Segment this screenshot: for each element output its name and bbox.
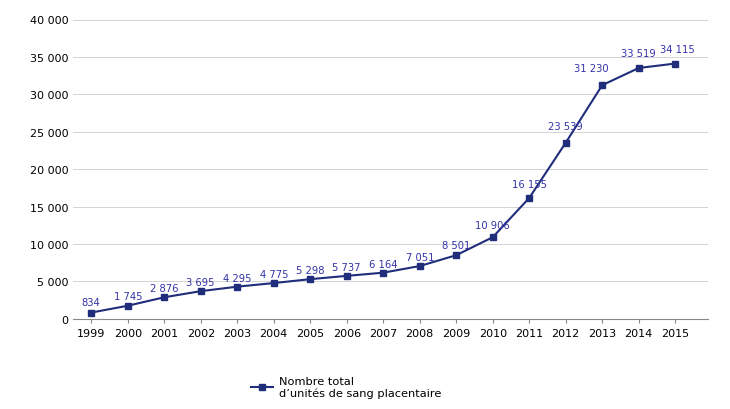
Text: 3 695: 3 695 (186, 278, 215, 288)
Text: 2 876: 2 876 (150, 283, 179, 293)
Legend: Nombre total
d’unités de sang placentaire: Nombre total d’unités de sang placentair… (246, 372, 446, 403)
Text: 34 115: 34 115 (660, 45, 694, 55)
Text: 23 539: 23 539 (548, 121, 583, 131)
Text: 4 295: 4 295 (223, 273, 252, 283)
Text: 5 298: 5 298 (296, 266, 325, 276)
Text: 31 230: 31 230 (574, 64, 609, 74)
Text: 4 775: 4 775 (259, 270, 288, 280)
Text: 834: 834 (82, 298, 101, 308)
Text: 1 745: 1 745 (113, 292, 142, 301)
Text: 7 051: 7 051 (405, 253, 434, 263)
Text: 6 164: 6 164 (369, 259, 398, 269)
Text: 10 906: 10 906 (475, 220, 510, 230)
Text: 33 519: 33 519 (621, 49, 656, 59)
Text: 5 737: 5 737 (332, 263, 361, 272)
Text: 8 501: 8 501 (442, 240, 470, 250)
Text: 16 155: 16 155 (512, 180, 547, 189)
